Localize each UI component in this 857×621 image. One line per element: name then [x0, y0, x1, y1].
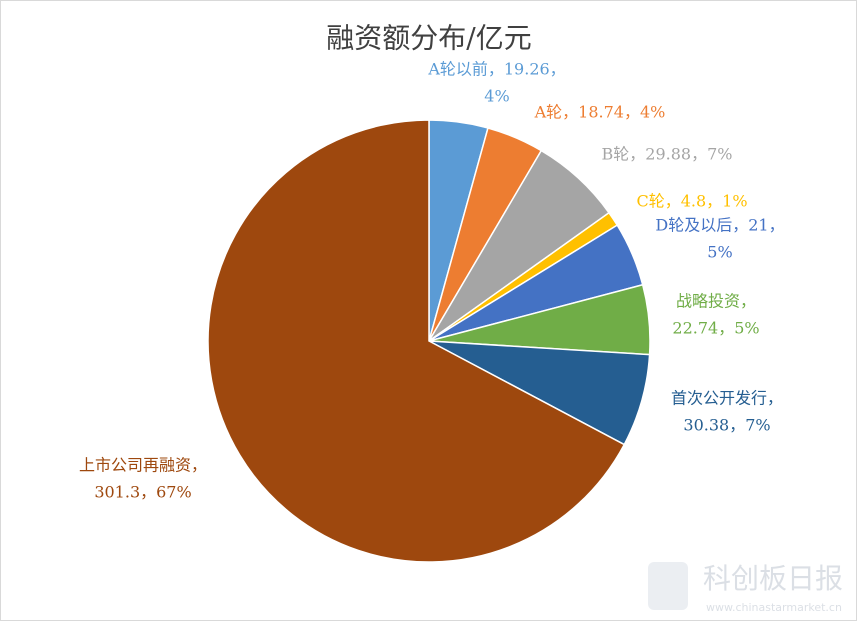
slice-label: 上市公司再融资，	[79, 456, 207, 475]
pie-slice	[207, 119, 626, 563]
watermark-url: www.chinastarmarket.cn	[706, 601, 842, 614]
watermark: 科创板日报 www.chinastarmarket.cn	[648, 562, 843, 614]
slice-label: 22.74，5%	[672, 319, 759, 338]
watermark-name: 科创板日报	[703, 562, 843, 595]
slice-label: C轮，4.8，1%	[636, 192, 747, 211]
chart-title: 融资额分布/亿元	[326, 22, 531, 55]
slice-label: D轮及以后，21，	[655, 216, 784, 235]
slice-label: 5%	[707, 243, 732, 262]
slice-label: 301.3，67%	[94, 483, 191, 502]
slice-label: A轮，18.74，4%	[534, 103, 666, 122]
slice-label: 30.38，7%	[683, 416, 770, 435]
watermark-logo	[648, 562, 688, 610]
slice-label: 4%	[484, 87, 509, 106]
slice-label: B轮，29.88，7%	[602, 145, 733, 164]
slice-label: A轮以前，19.26，	[427, 60, 565, 79]
slice-label: 首次公开发行，	[671, 389, 783, 408]
slice-label: 战略投资，	[676, 292, 756, 311]
